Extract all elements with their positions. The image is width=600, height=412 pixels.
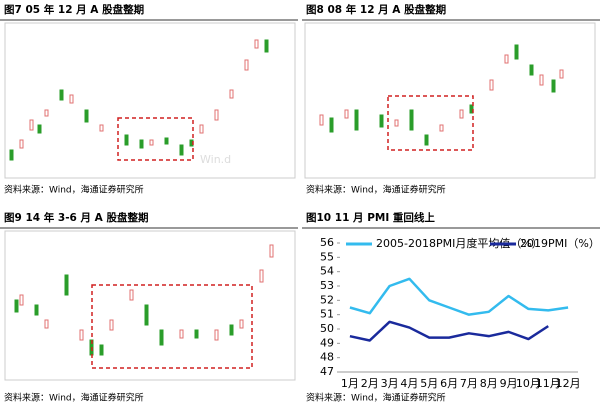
source: 资料来源：Wind，海通证券研究所 xyxy=(306,184,446,196)
x-tick-label: 4月 xyxy=(400,377,418,390)
x-tick-label: 2月 xyxy=(361,377,379,390)
y-tick-label: 48 xyxy=(320,351,334,364)
y-tick-label: 53 xyxy=(320,279,334,292)
x-tick-label: 8月 xyxy=(480,377,498,390)
x-tick-label: 7月 xyxy=(460,377,478,390)
legend-label: 2005-2018PMI月度平均值（%） xyxy=(376,236,543,250)
figure-title: 图10 11 月 PMI 重回线上 xyxy=(306,211,435,224)
source: 资料来源：Wind，海通证券研究所 xyxy=(306,392,446,404)
y-tick-label: 54 xyxy=(320,265,334,278)
y-tick-label: 55 xyxy=(320,250,334,263)
x-tick-label: 3月 xyxy=(381,377,399,390)
figure-title: 图9 14 年 3-6 月 A 股盘整期 xyxy=(4,211,148,224)
x-tick-label: 1月 xyxy=(341,377,359,390)
legend-label: 2019PMI（%） xyxy=(520,237,600,250)
y-tick-label: 47 xyxy=(320,365,334,378)
x-tick-label: 12月 xyxy=(556,377,581,390)
x-tick-label: 9月 xyxy=(500,377,518,390)
x-tick-label: 6月 xyxy=(440,377,458,390)
watermark: Win.d xyxy=(200,153,231,166)
source: 资料来源：Wind，海通证券研究所 xyxy=(4,184,144,196)
y-tick-label: 56 xyxy=(320,236,334,249)
series-line xyxy=(349,277,569,316)
y-tick-label: 49 xyxy=(320,336,334,349)
x-tick-label: 11月 xyxy=(536,377,561,390)
source: 资料来源：Wind，海通证券研究所 xyxy=(4,392,144,404)
figure-title: 图7 05 年 12 月 A 股盘整期 xyxy=(4,3,144,16)
candlestick-image: Win.d xyxy=(4,22,596,381)
y-tick-label: 51 xyxy=(320,308,334,321)
series-line xyxy=(349,320,549,342)
figure-title: 图8 08 年 12 月 A 股盘整期 xyxy=(306,3,446,16)
y-tick-label: 52 xyxy=(320,293,334,306)
x-tick-label: 10月 xyxy=(516,377,541,390)
y-tick-label: 50 xyxy=(320,322,334,335)
x-tick-label: 5月 xyxy=(420,377,438,390)
